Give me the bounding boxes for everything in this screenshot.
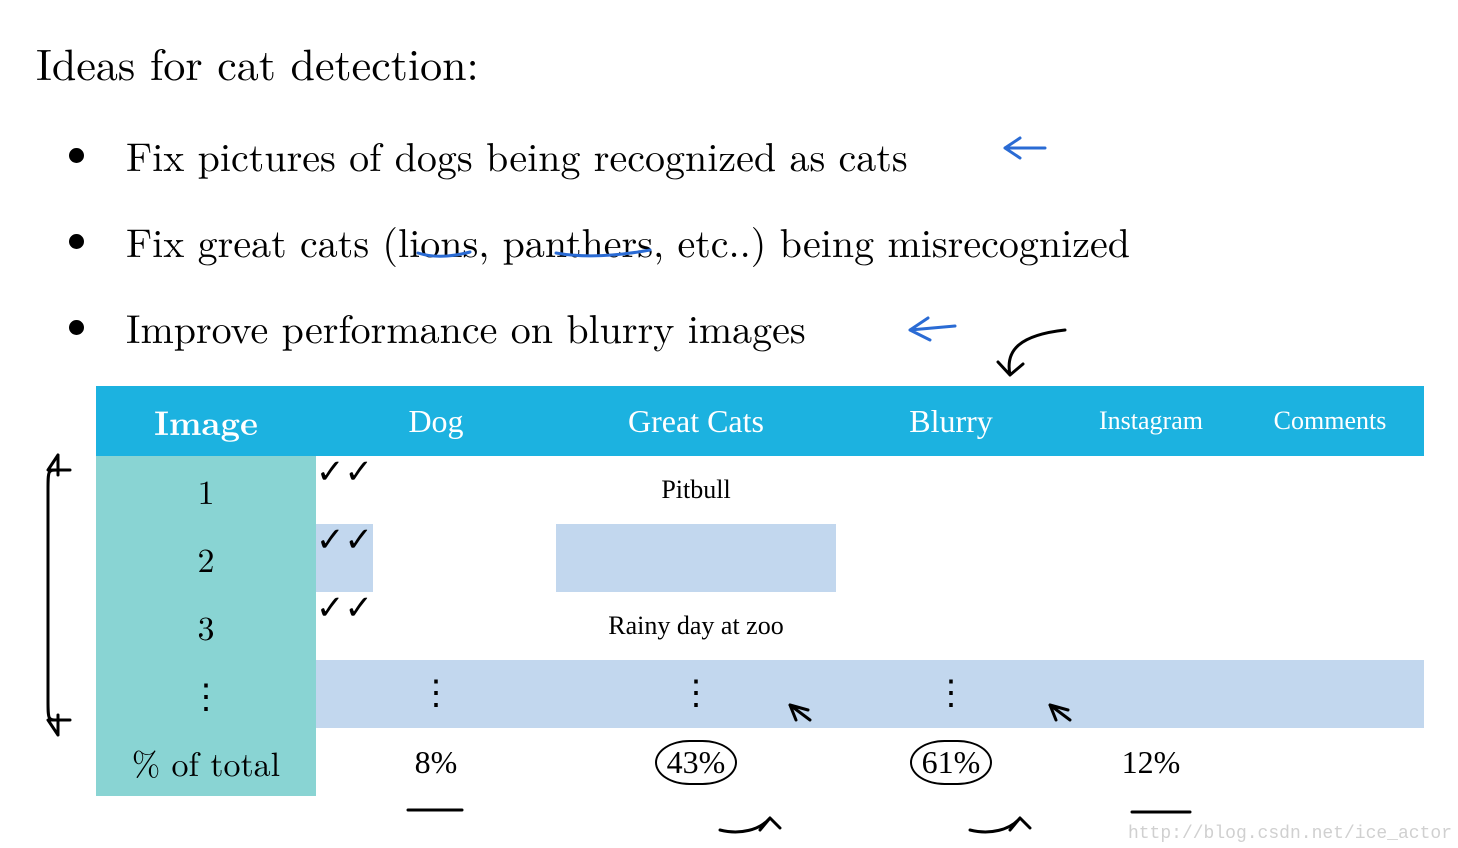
- instagram-cell: [1066, 660, 1236, 728]
- col-comments-header: Comments: [1236, 386, 1424, 456]
- greatcats-cell: ⋮: [556, 660, 836, 728]
- ideas-list: Fix pictures of dogs being recognized as…: [36, 125, 1458, 357]
- table-row: 2 ✓ ✓: [96, 524, 1424, 592]
- idea-item: Fix pictures of dogs being recognized as…: [106, 125, 1458, 185]
- instagram-cell: ✓: [345, 456, 374, 524]
- blurry-cell: ✓: [316, 524, 345, 592]
- pct-text: 12%: [1122, 744, 1181, 780]
- totals-dog-cell: 8%: [316, 728, 556, 796]
- arrow-up-icon: [720, 818, 780, 832]
- blurry-cell: ⋮: [836, 660, 1066, 728]
- col-greatcats-header: Great Cats: [556, 386, 836, 456]
- comments-cell: [1236, 660, 1424, 728]
- table-row: 1 ✓ ✓ Pitbull: [96, 456, 1424, 524]
- totals-instagram-cell: 12%: [1066, 728, 1236, 796]
- pct-text-circled: 61%: [910, 740, 993, 785]
- table-row-ellipsis: ⋮ ⋮ ⋮ ⋮: [96, 660, 1424, 728]
- pct-text-circled: 43%: [655, 740, 738, 785]
- pct-text: 8%: [415, 744, 458, 780]
- instagram-cell: ✓: [345, 524, 374, 592]
- arrow-up-icon: [48, 455, 70, 475]
- image-id-cell: 2: [96, 524, 316, 592]
- totals-greatcats-cell: 43%: [556, 728, 836, 796]
- totals-label-cell: % of total: [96, 728, 316, 796]
- totals-blurry-cell: 61%: [836, 728, 1066, 796]
- page-title: Ideas for cat detection:: [36, 30, 1458, 93]
- table-header-row: Image Dog Great Cats Blurry Instagram Co…: [96, 386, 1424, 456]
- dog-cell: ⋮: [316, 660, 556, 728]
- col-instagram-header: Instagram: [1066, 386, 1236, 456]
- comments-cell: Rainy day at zoo: [556, 592, 836, 660]
- arrow-down-icon: [48, 715, 70, 735]
- comments-cell: Pitbull: [556, 456, 836, 524]
- table-totals-row: % of total 8% 43% 61% 12%: [96, 728, 1424, 796]
- image-id-cell: 3: [96, 592, 316, 660]
- col-blurry-header: Blurry: [836, 386, 1066, 456]
- col-dog-header: Dog: [316, 386, 556, 456]
- totals-comments-cell: [1236, 728, 1424, 796]
- table-row: 3 ✓ ✓ Rainy day at zoo: [96, 592, 1424, 660]
- greatcats-cell: ✓: [316, 592, 345, 660]
- comments-cell: [556, 524, 836, 592]
- idea-item: Fix great cats (lions, panthers, etc..) …: [106, 211, 1458, 271]
- bracket-icon: [48, 470, 58, 720]
- idea-item: Improve performance on blurry images: [106, 297, 1458, 357]
- blurry-cell: ✓: [345, 592, 374, 660]
- col-image-header: Image: [96, 386, 316, 456]
- arrow-up-icon: [970, 818, 1030, 832]
- image-id-cell: 1: [96, 456, 316, 524]
- watermark-text: http://blog.csdn.net/ice_actor: [1128, 824, 1452, 844]
- error-analysis-table: Image Dog Great Cats Blurry Instagram Co…: [96, 386, 1424, 796]
- slide: Ideas for cat detection: Fix pictures of…: [0, 0, 1458, 848]
- image-id-cell: ⋮: [96, 660, 316, 728]
- dog-cell: ✓: [316, 456, 345, 524]
